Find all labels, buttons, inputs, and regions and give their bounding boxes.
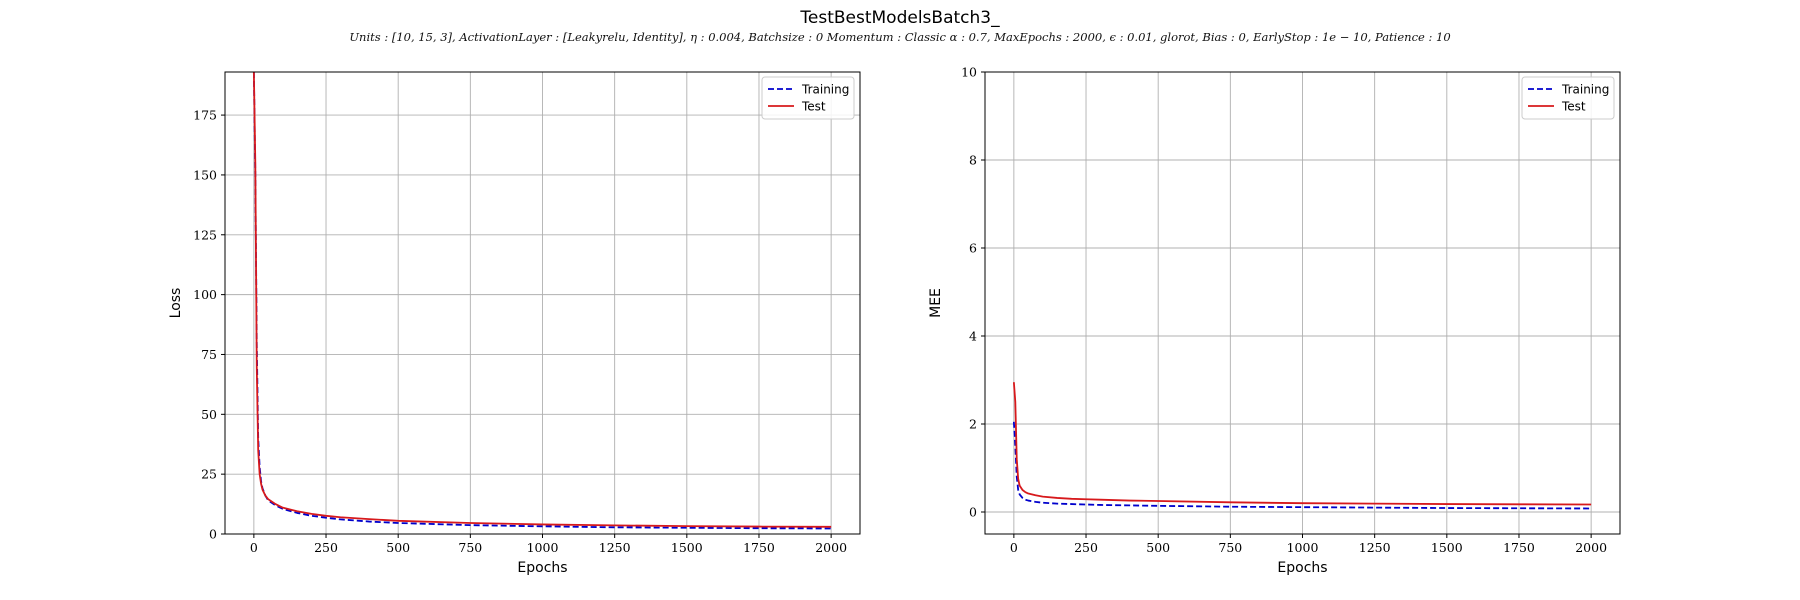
- chart1-legend-test-label: Test: [801, 100, 826, 114]
- figure-title: TestBestModelsBatch3_: [800, 8, 1000, 28]
- chart2-x-tick-label: 1750: [1503, 540, 1535, 555]
- chart1-x-tick-label: 0: [250, 540, 258, 555]
- chart2-y-tick-label: 8: [969, 153, 977, 168]
- chart1-x-tick-label: 2000: [815, 540, 847, 555]
- chart1-y-tick-label: 150: [193, 167, 217, 182]
- chart2-y-axis-label: MEE: [928, 288, 944, 318]
- chart1-x-tick-label: 1500: [671, 540, 703, 555]
- chart1-y-tick-label: 75: [201, 347, 217, 362]
- chart1-legend-training-label: Training: [801, 83, 849, 97]
- chart1-y-axis-label: Loss: [168, 288, 184, 319]
- chart2-series-training-line: [1012, 421, 1592, 510]
- chart2-x-tick-label: 1500: [1431, 540, 1463, 555]
- chart2-y-tick-label: 10: [961, 65, 977, 80]
- chart1-series-training-line: [252, 72, 832, 530]
- chart2-x-tick-label: 1000: [1287, 540, 1319, 555]
- chart2-y-tick-label: 6: [969, 241, 977, 256]
- chart2-legend: [1521, 76, 1615, 120]
- chart2-series-test-line: [1012, 382, 1592, 506]
- chart1-y-tick-label: 25: [201, 467, 217, 482]
- chart2-y-tick-label: 2: [969, 417, 977, 432]
- chart2-y-tick-label: 0: [969, 505, 977, 520]
- chart1-x-tick-label: 750: [458, 540, 482, 555]
- chart1-series-test-line: [252, 72, 832, 528]
- chart1-x-tick-label: 1750: [743, 540, 775, 555]
- chart1-y-tick-label: 175: [193, 108, 217, 123]
- chart1-y-tick-label: 125: [193, 227, 217, 242]
- chart2-y-tick-label: 4: [969, 329, 977, 344]
- chart1-axes-frame: [224, 71, 861, 535]
- chart2-x-tick-label: 0: [1010, 540, 1018, 555]
- chart2-plot: 0 250 500 750 1000 1250 1500 1750 2000 0 2 4 6 8 10 Epo…: [928, 65, 1621, 576]
- chart1-plot: 0 250 500 750 1000 1250 1500 1750 2000 0 25 50 75 100…: [168, 71, 861, 576]
- chart2-x-tick-label: 250: [1074, 540, 1098, 555]
- chart2-x-tick-label: 1250: [1359, 540, 1391, 555]
- chart1-x-axis-label: Epochs: [517, 560, 567, 576]
- chart2-legend-training-label: Training: [1561, 83, 1609, 97]
- chart2-axes-frame: [984, 71, 1621, 535]
- chart1-y-tick-label: 0: [209, 527, 217, 542]
- chart1-x-tick-label: 500: [386, 540, 410, 555]
- chart2-x-axis-label: Epochs: [1277, 560, 1327, 576]
- chart2-x-tick-label: 750: [1218, 540, 1242, 555]
- figure-subtitle: Units : [10, 15, 3], ActivationLayer : […: [349, 30, 1451, 44]
- chart1-x-tick-label: 250: [314, 540, 338, 555]
- chart1-x-tick-label: 1250: [599, 540, 631, 555]
- chart2-x-tick-label: 500: [1146, 540, 1170, 555]
- chart1-legend: [761, 76, 855, 120]
- chart1-y-tick-label: 100: [193, 287, 217, 302]
- chart2-legend-test-label: Test: [1561, 100, 1586, 114]
- chart1-y-tick-label: 50: [201, 407, 217, 422]
- chart2-x-tick-label: 2000: [1575, 540, 1607, 555]
- chart1-x-tick-label: 1000: [527, 540, 559, 555]
